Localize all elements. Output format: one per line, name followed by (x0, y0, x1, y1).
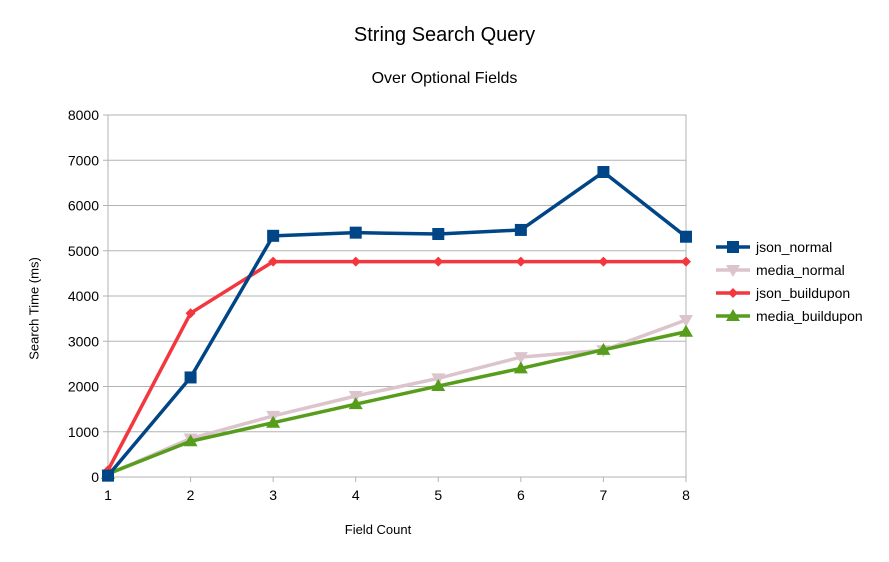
data-point-media_buildupon (348, 397, 363, 410)
data-point-json_normal (102, 469, 114, 482)
series-json_normal (102, 166, 692, 482)
series-group (101, 166, 693, 482)
data-point-json_buildupon (185, 308, 196, 319)
data-point-json_normal (514, 223, 527, 236)
data-point-json_normal (349, 226, 362, 239)
series-line-json_buildupon (106, 259, 688, 472)
data-point-json_buildupon (598, 256, 609, 267)
x-tick-label: 6 (517, 487, 525, 503)
series-line-json_normal (106, 170, 688, 478)
axes: 0 1000 2000 3000 4000 5000 6000 7000 8000 1 2 3 4 5 6 7… (68, 107, 690, 503)
data-point-media_normal (348, 391, 363, 404)
x-axis-label: Field Count (344, 522, 412, 537)
legend-marker (726, 265, 740, 277)
data-point-media_normal (679, 314, 693, 327)
y-tick-label: 5000 (68, 243, 99, 259)
data-point-json_normal (432, 228, 445, 241)
data-point-media_buildupon (183, 434, 198, 447)
data-point-json_normal (680, 230, 692, 243)
data-point-media_buildupon (431, 379, 446, 392)
legend-label: media_buildupon (756, 308, 863, 324)
chart-title: String Search Query (353, 24, 536, 46)
x-tick-label: 1 (104, 487, 112, 503)
data-point-media_buildupon (596, 342, 611, 355)
data-point-json_buildupon (433, 256, 444, 267)
series-line-media_normal (106, 318, 688, 477)
legend-item-media_buildupon: media_buildupon (716, 308, 863, 324)
legend-marker (727, 241, 739, 253)
legend-marker (728, 288, 738, 298)
data-point-media_buildupon (513, 361, 528, 374)
data-point-media_buildupon (679, 324, 693, 337)
y-tick-label: 0 (91, 469, 99, 485)
legend-item-media_normal: media_normal (716, 262, 845, 278)
data-point-json_buildupon (681, 256, 691, 267)
y-tick-label: 7000 (68, 152, 99, 168)
y-tick-label: 6000 (68, 198, 99, 214)
x-tick-label: 3 (269, 487, 277, 503)
series-line-media_buildupon (106, 329, 688, 476)
legend-marker (726, 309, 740, 321)
data-point-media_buildupon (266, 415, 281, 428)
data-point-json_buildupon (350, 256, 361, 267)
series-media_normal (101, 314, 693, 482)
x-tick-label: 8 (682, 487, 690, 503)
x-tick-label: 7 (600, 487, 608, 503)
chart-subtitle: Over Optional Fields (371, 70, 518, 87)
data-point-json_normal (597, 166, 610, 179)
data-point-json_normal (184, 371, 197, 384)
legend-label: media_normal (756, 262, 845, 278)
legend: json_normal media_normal json_builduponmed… (716, 239, 863, 324)
y-tick-label: 3000 (68, 333, 99, 349)
plot-frame (107, 114, 687, 478)
legend-label: json_buildupon (755, 285, 850, 301)
data-point-json_buildupon (515, 256, 526, 267)
legend-item-json_normal: json_normal (716, 239, 832, 255)
legend-label: json_normal (755, 239, 832, 255)
data-point-json_buildupon (268, 256, 279, 267)
y-tick-label: 1000 (68, 424, 99, 440)
x-tick-label: 5 (434, 487, 442, 503)
data-point-json_normal (267, 229, 280, 242)
y-tick-label: 8000 (68, 107, 99, 123)
data-point-media_normal (513, 352, 528, 365)
series-media_buildupon (101, 324, 693, 479)
y-tick-label: 4000 (68, 288, 99, 304)
y-tick-label: 2000 (68, 379, 99, 395)
x-tick-label: 4 (352, 487, 360, 503)
legend-item-json_buildupon: json_buildupon (716, 285, 850, 301)
x-tick-label: 2 (187, 487, 195, 503)
